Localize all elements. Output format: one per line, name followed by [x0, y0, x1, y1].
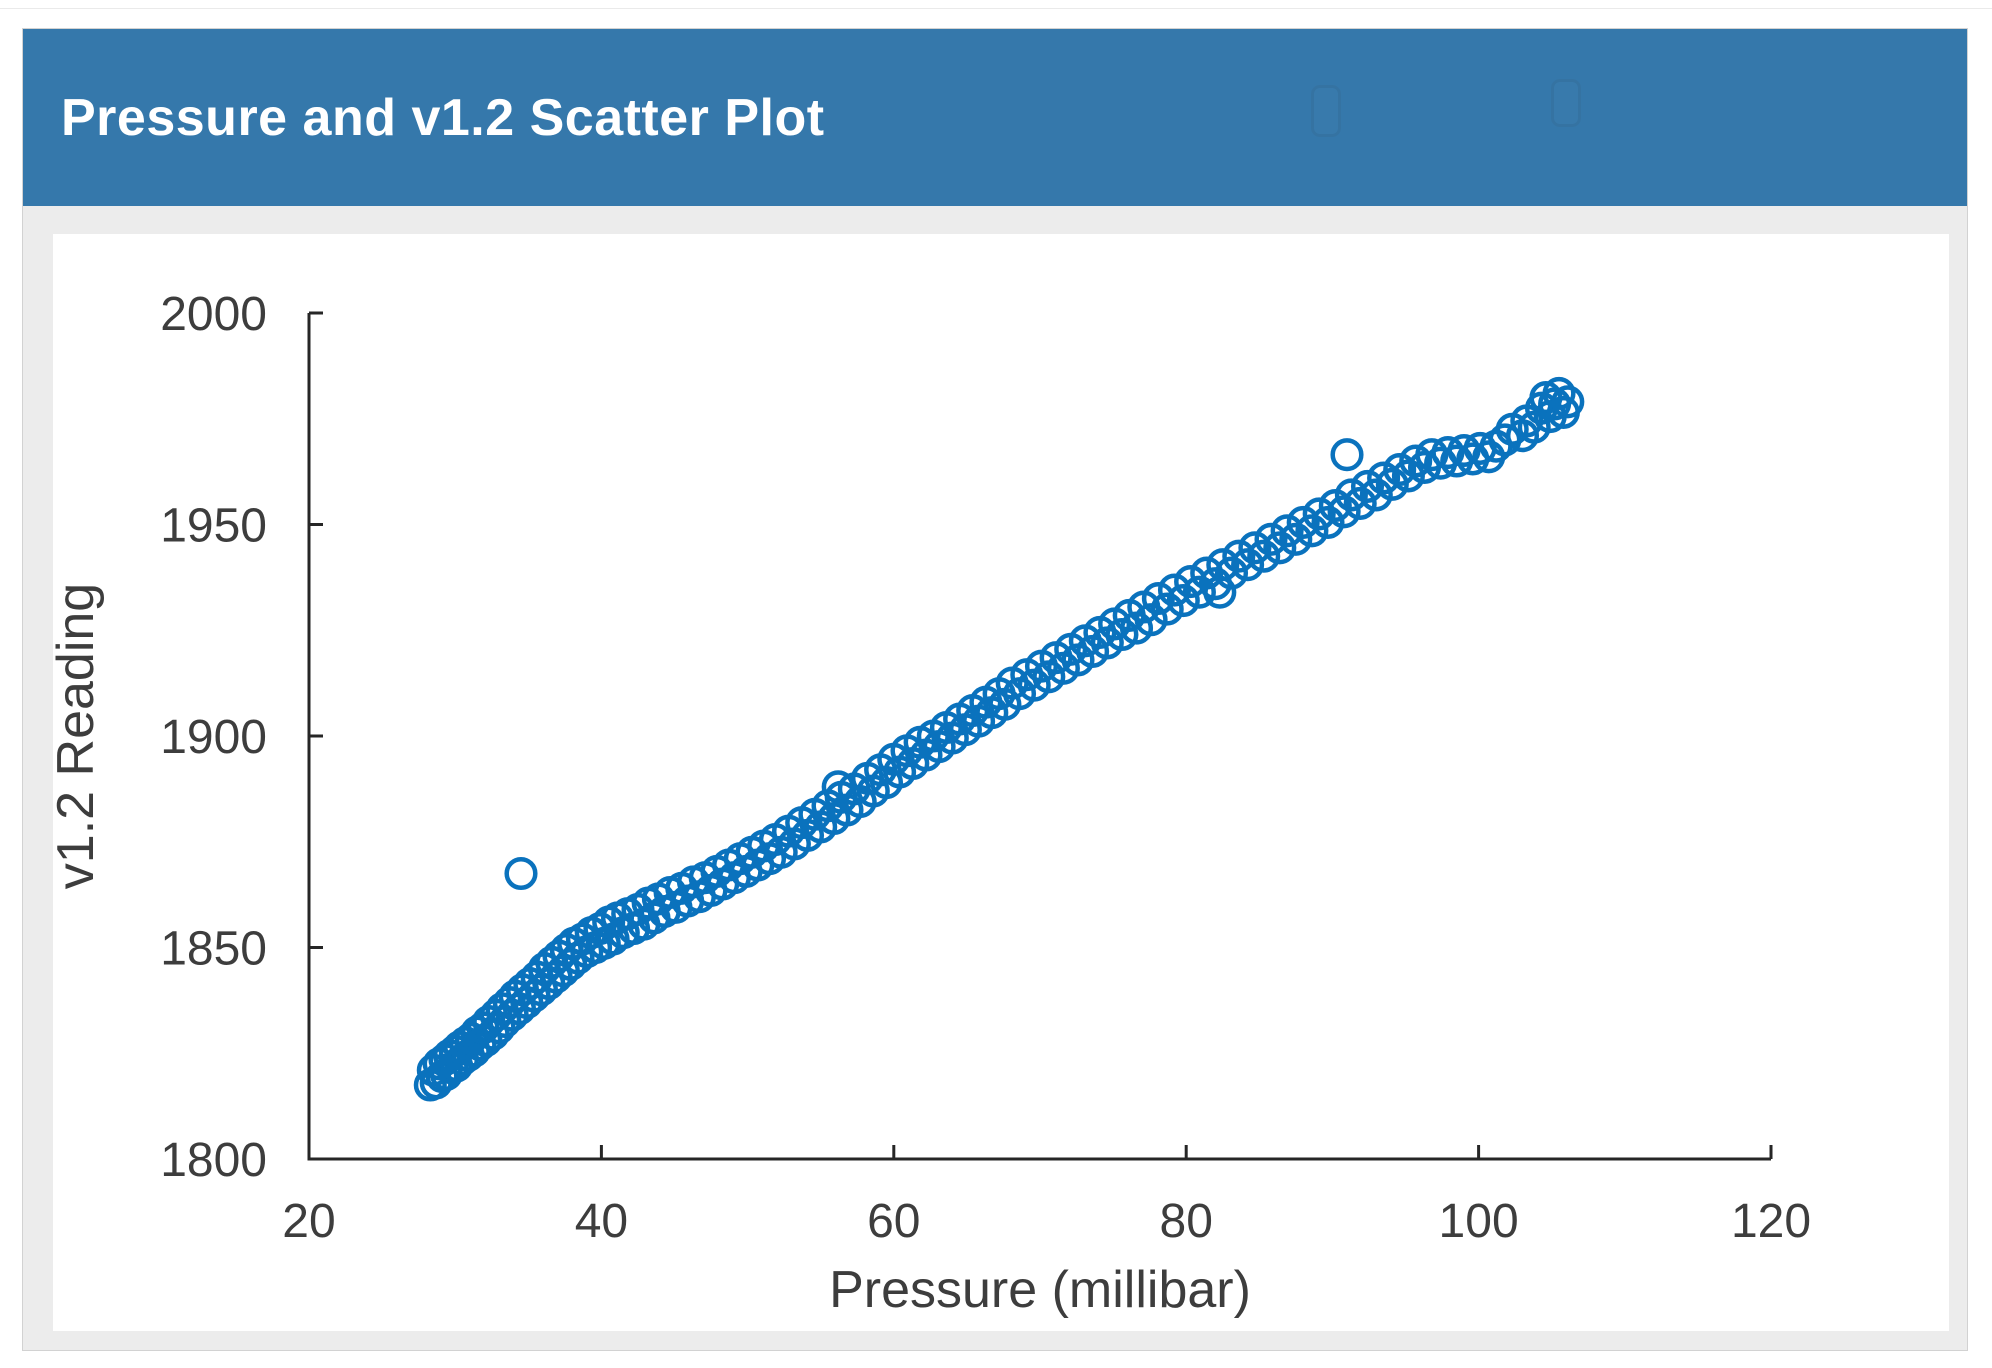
scatter-marker[interactable]: [1286, 505, 1320, 539]
y-tick-label: 1950: [160, 500, 267, 553]
y-axis-label: v1.2 Reading: [53, 583, 105, 889]
y-tick-label: 1800: [160, 1134, 267, 1187]
panel-title: Pressure and v1.2 Scatter Plot: [61, 88, 825, 147]
x-tick-label: 100: [1439, 1195, 1519, 1248]
scatter-marker[interactable]: [1182, 575, 1216, 609]
scatter-marker[interactable]: [1166, 584, 1200, 618]
scatter-marker[interactable]: [1157, 573, 1192, 607]
scatter-marker[interactable]: [1542, 376, 1576, 410]
scatter-marker[interactable]: [1174, 565, 1208, 599]
y-tick-label: 1900: [160, 711, 267, 764]
x-tick-label: 20: [282, 1195, 335, 1248]
panel-header: Pressure and v1.2 Scatter Plot: [23, 29, 1967, 206]
x-tick-label: 40: [575, 1195, 628, 1248]
scatter-marker[interactable]: [504, 856, 538, 891]
toolbar-ghost-icon[interactable]: [1551, 79, 1581, 127]
scatter-marker[interactable]: [1247, 539, 1281, 573]
scatter-marker[interactable]: [1399, 444, 1433, 478]
scatter-marker[interactable]: [1295, 514, 1329, 548]
scatter-marker[interactable]: [1214, 556, 1249, 590]
scatter-marker[interactable]: [1238, 531, 1272, 565]
scatter-marker[interactable]: [1551, 385, 1585, 419]
axes: [307, 311, 1773, 1161]
scatter-marker[interactable]: [1350, 469, 1385, 503]
x-tick-label: 60: [867, 1195, 920, 1248]
scatter-marker[interactable]: [1105, 617, 1139, 652]
scatter-marker[interactable]: [1343, 486, 1377, 520]
scatter-plot[interactable]: 20 40 60 80 100 120 1800 1850 1900 1950 2000 Pressu…: [53, 234, 1949, 1331]
y-tick-label: 1850: [160, 923, 267, 976]
scatter-marker[interactable]: [1270, 514, 1304, 548]
x-axis-label: Pressure (millibar): [829, 1261, 1251, 1319]
scatter-marker[interactable]: [1330, 438, 1364, 472]
x-tick-label: 80: [1160, 1195, 1213, 1248]
chart-card: 20 40 60 80 100 120 1800 1850 1900 1950 2000 Pressu…: [53, 234, 1949, 1331]
axis-spines: [307, 313, 1771, 1161]
scatter-marker[interactable]: [1367, 461, 1401, 495]
toolbar-ghost-icon[interactable]: [1311, 85, 1341, 137]
scatter-marker[interactable]: [1334, 478, 1368, 512]
scatter-marker[interactable]: [1383, 452, 1417, 487]
scatter-marker[interactable]: [1327, 495, 1361, 529]
scatter-marker[interactable]: [561, 941, 595, 975]
scatter-marker[interactable]: [1279, 522, 1313, 556]
scatter-marker[interactable]: [1263, 531, 1297, 565]
scatter-marker[interactable]: [1141, 581, 1175, 616]
scatter-marker[interactable]: [1254, 522, 1288, 556]
scatter-marker[interactable]: [1302, 497, 1336, 531]
tick-labels: 20 40 60 80 100 120 1800 1850 1900 1950 2000: [160, 288, 1811, 1248]
scatter-marker[interactable]: [1150, 592, 1184, 626]
scatter-marker[interactable]: [1231, 548, 1265, 582]
y-tick-label: 2000: [160, 288, 267, 341]
scatter-points[interactable]: [413, 376, 1585, 1102]
app-panel: Pressure and v1.2 Scatter Plot 20 40 60 80 1…: [22, 28, 1968, 1351]
scatter-marker[interactable]: [1222, 539, 1256, 573]
x-tick-label: 120: [1731, 1195, 1811, 1248]
scatter-marker[interactable]: [1206, 548, 1240, 582]
window-edge-line: [0, 8, 1992, 9]
